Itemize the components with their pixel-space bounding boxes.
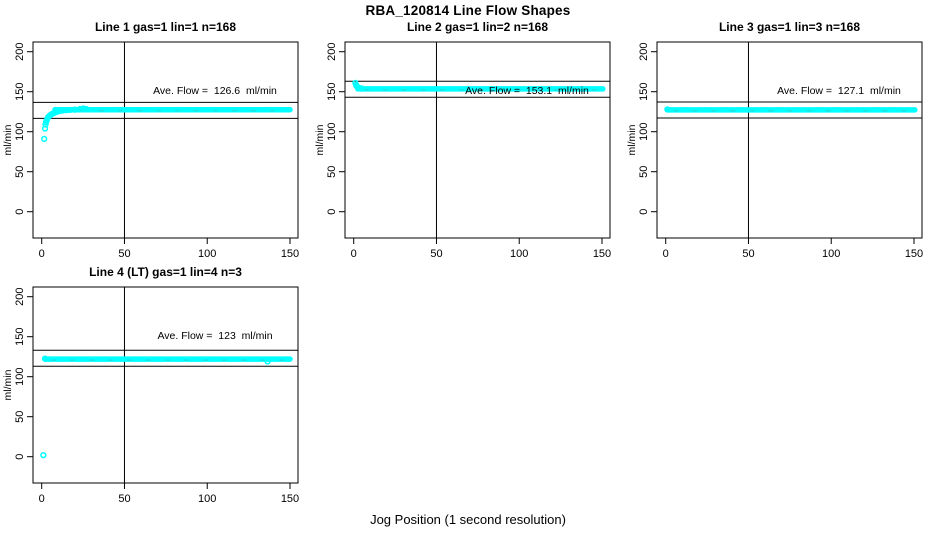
x-tick-label: 0 [39, 493, 45, 505]
flow-data-point [60, 107, 67, 114]
x-tick-label: 50 [118, 248, 130, 260]
x-tick-label: 100 [822, 248, 840, 260]
y-tick-label: 50 [638, 166, 650, 178]
x-tick-label: 100 [198, 493, 216, 505]
ave-flow-annotation: Ave. Flow = 127.1 ml/min [777, 85, 901, 97]
y-tick-label: 0 [14, 454, 26, 460]
y-tick-label: 150 [638, 83, 650, 101]
panel-line-2: Line 2 gas=1 lin=2 n=168 ml/min 0 50 100 15… [312, 20, 624, 265]
panel-line-3: Line 3 gas=1 lin=3 n=168 ml/min 0 50 100 15… [624, 20, 936, 265]
ave-flow-annotation: Ave. Flow = 123 ml/min [157, 330, 273, 342]
flow-data-point [41, 355, 49, 362]
x-tick-label: 0 [39, 248, 45, 260]
y-tick-label: 0 [638, 209, 650, 215]
y-tick-label: 100 [14, 368, 26, 386]
panel-line-4: Line 4 (LT) gas=1 lin=4 n=3 ml/min 0 50 10… [0, 265, 312, 510]
x-tick-label: 150 [593, 248, 611, 260]
plot-area: 0 50 100 150 0 50 100 150 200 [326, 41, 611, 260]
y-tick-label: 100 [326, 123, 338, 141]
flow-data-point [76, 105, 83, 113]
y-tick-label: 200 [638, 43, 650, 61]
y-tick-label: 200 [326, 43, 338, 61]
plot-frame [344, 41, 611, 239]
y-tick-label: 150 [14, 83, 26, 101]
y-tick-label: 0 [326, 209, 338, 215]
plot-area: 0 50 100 150 0 50 100 150 200 [14, 286, 299, 505]
flow-data-point [63, 106, 70, 114]
panel-title: Line 3 gas=1 lin=3 n=168 [718, 20, 861, 34]
x-tick-label: 50 [430, 248, 442, 260]
x-tick-label: 0 [663, 248, 669, 260]
plot-frame [32, 286, 299, 484]
flow-data-point [40, 451, 47, 459]
y-tick-label: 150 [326, 83, 338, 101]
panel-title: Line 2 gas=1 lin=2 n=168 [406, 20, 549, 34]
y-tick-label: 150 [14, 328, 26, 346]
y-tick-label: 50 [326, 166, 338, 178]
panel-title: Line 1 gas=1 lin=1 n=168 [94, 20, 237, 34]
panel-title: Line 4 (LT) gas=1 lin=4 n=3 [89, 265, 242, 279]
plot-frame [32, 41, 299, 239]
flow-data-point [358, 85, 366, 92]
x-axis-label: Jog Position (1 second resolution) [370, 512, 566, 527]
x-tick-label: 50 [118, 493, 130, 505]
y-tick-label: 100 [14, 123, 26, 141]
flow-data-point [664, 106, 671, 113]
flow-data-point [83, 105, 90, 113]
x-tick-label: 50 [742, 248, 754, 260]
ave-flow-annotation: Ave. Flow = 153.1 ml/min [465, 85, 589, 97]
flow-data-point [56, 107, 64, 115]
flow-data-point [79, 105, 87, 112]
x-tick-label: 0 [351, 248, 357, 260]
x-tick-label: 150 [281, 248, 299, 260]
flow-data-point [264, 358, 271, 365]
x-tick-label: 100 [198, 248, 216, 260]
ave-flow-annotation: Ave. Flow = 126.6 ml/min [153, 85, 277, 97]
flow-data-point [41, 125, 49, 132]
plot-area: 0 50 100 150 0 50 100 150 200 [14, 41, 299, 260]
figure-title: RBA_120814 Line Flow Shapes [365, 3, 571, 18]
x-tick-label: 150 [905, 248, 923, 260]
plot-area: 0 50 100 150 0 50 100 150 200 [638, 41, 923, 260]
plot-frame [656, 41, 923, 239]
y-tick-label: 0 [14, 209, 26, 215]
flow-data-point [41, 135, 48, 143]
y-tick-label: 50 [14, 166, 26, 178]
panel-line-1: Line 1 gas=1 lin=1 n=168 ml/min 0 50 100 15… [0, 20, 312, 265]
x-tick-label: 100 [510, 248, 528, 260]
y-tick-label: 100 [638, 123, 650, 141]
y-tick-label: 50 [14, 411, 26, 423]
y-tick-label: 200 [14, 43, 26, 61]
x-tick-label: 150 [281, 493, 299, 505]
y-tick-label: 200 [14, 288, 26, 306]
